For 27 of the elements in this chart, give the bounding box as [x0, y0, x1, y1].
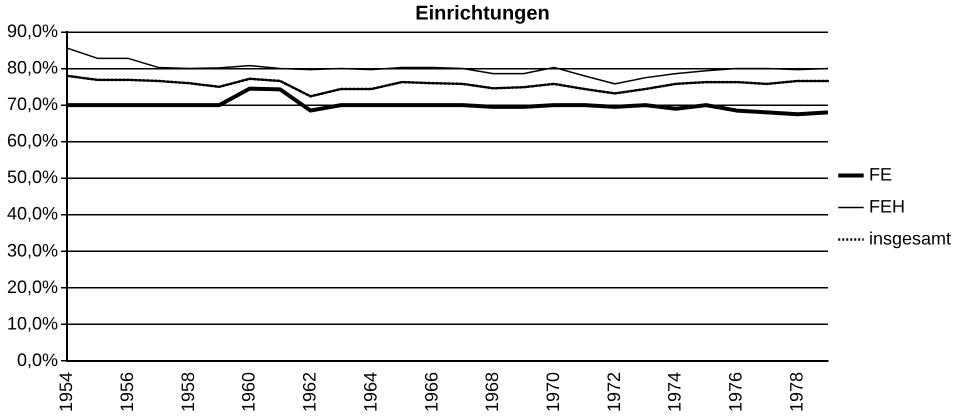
chart-title: Einrichtungen: [415, 2, 550, 25]
y-tick-label: 40,0%: [6, 204, 58, 224]
x-tick-label: 1962: [300, 372, 320, 412]
legend-label: FE: [868, 164, 892, 184]
y-tick-label: 90,0%: [6, 20, 58, 41]
x-tick-label: 1974: [664, 372, 685, 412]
x-tick-label: 1964: [360, 372, 380, 412]
y-tick-label: 70,0%: [6, 94, 58, 114]
legend-label: insgesamt: [868, 228, 952, 248]
y-tick-label: 80,0%: [6, 58, 58, 78]
y-tick-label: 0,0%: [17, 350, 58, 370]
x-tick-label: 1960: [238, 372, 259, 412]
x-tick-label: 1972: [604, 372, 624, 412]
y-tick-label: 10,0%: [6, 313, 58, 334]
x-tick-label: 1968: [482, 372, 502, 412]
y-tick-label: 20,0%: [6, 276, 58, 297]
x-tick-label: 1966: [421, 372, 442, 412]
legend-label: FEH: [868, 196, 905, 216]
x-tick-label: 1958: [178, 372, 198, 412]
y-tick-label: 30,0%: [6, 240, 58, 260]
x-tick-label: 1976: [726, 372, 746, 412]
y-tick-label: 60,0%: [6, 130, 58, 151]
x-tick-label: 1970: [543, 372, 563, 412]
x-tick-label: 1956: [116, 372, 137, 412]
x-tick-label: 1978: [786, 372, 806, 412]
y-tick-label: 50,0%: [6, 167, 58, 188]
x-tick-label: 1954: [56, 372, 76, 412]
